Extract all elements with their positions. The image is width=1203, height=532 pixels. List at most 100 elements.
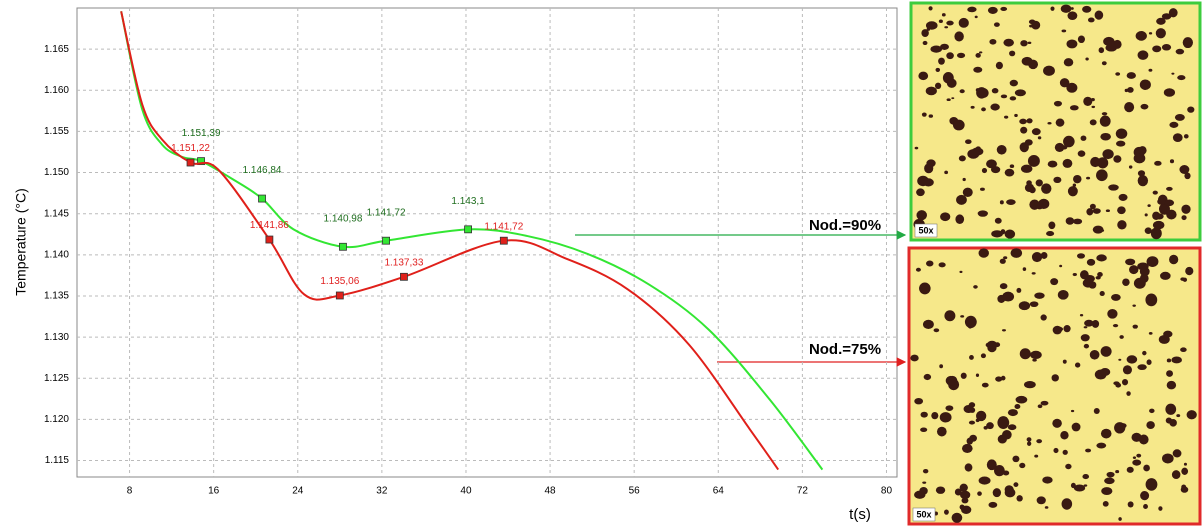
nodule <box>1083 96 1093 106</box>
nodule <box>1161 44 1172 51</box>
nodule <box>991 88 999 94</box>
nodule <box>959 490 971 500</box>
nodule <box>1042 476 1053 484</box>
nodule <box>1099 290 1105 297</box>
nodule <box>1144 227 1152 234</box>
nodule <box>1121 378 1129 386</box>
nodule <box>1147 204 1151 208</box>
nodule <box>1181 467 1189 475</box>
data-label: 1.140,98 <box>324 213 363 224</box>
nodule <box>964 463 973 472</box>
nodule <box>969 354 974 360</box>
scale-box <box>912 507 936 522</box>
nodule <box>1007 409 1018 417</box>
y-tick-label: 1.115 <box>45 455 70 466</box>
nodule <box>1000 375 1006 381</box>
nodule <box>916 210 927 221</box>
nodule <box>1161 13 1172 20</box>
nodule <box>938 262 946 268</box>
x-tick-label: 72 <box>797 486 809 497</box>
nodule <box>1019 118 1027 125</box>
nodule <box>1004 229 1016 239</box>
nodule <box>1000 94 1008 99</box>
nodule <box>1119 335 1124 339</box>
nodule <box>1016 495 1023 502</box>
nodule <box>944 26 949 29</box>
nodule <box>1063 135 1075 148</box>
nodule <box>1018 301 1031 311</box>
nodule <box>1137 50 1149 60</box>
nodule <box>1127 87 1134 93</box>
nodule <box>1105 209 1111 213</box>
nodule <box>1070 7 1074 10</box>
nodule <box>1135 31 1147 41</box>
nodule <box>1006 199 1016 206</box>
nodule <box>916 188 925 197</box>
nodule <box>1152 45 1162 53</box>
nodule <box>923 373 932 381</box>
nodule <box>968 402 976 408</box>
nodule <box>1145 478 1158 491</box>
nodule <box>961 443 973 454</box>
nodule <box>1090 156 1101 168</box>
nodule <box>1092 208 1101 214</box>
nodule <box>1100 132 1111 141</box>
nodule <box>1156 17 1166 25</box>
nodule <box>967 323 973 329</box>
nodule <box>1061 498 1073 510</box>
nodule <box>958 155 966 162</box>
nodule <box>1046 231 1055 237</box>
nodule <box>983 425 988 430</box>
nodule <box>1124 102 1135 113</box>
nodule <box>1122 365 1133 375</box>
nodule <box>1102 149 1114 160</box>
data-label: 1.151,22 <box>171 143 210 154</box>
nodule <box>977 210 988 217</box>
nodule <box>962 177 966 182</box>
nodule <box>952 119 965 131</box>
nodule <box>1137 175 1149 187</box>
nodule <box>974 15 978 19</box>
y-tick-label: 1.155 <box>44 126 69 137</box>
nodule <box>1086 176 1091 180</box>
nodule <box>1143 504 1148 510</box>
nodule <box>973 285 978 289</box>
nodule <box>986 159 997 169</box>
nodule <box>1132 304 1136 307</box>
nodule <box>954 31 964 42</box>
data-label: 1.137,33 <box>384 257 423 268</box>
nodule <box>958 17 969 28</box>
nodule <box>1148 68 1153 72</box>
nodule <box>915 267 921 272</box>
nodule <box>1065 217 1075 225</box>
nodule <box>995 376 1003 382</box>
nodule <box>1095 276 1101 280</box>
nodule <box>1171 470 1181 480</box>
nodule <box>1083 326 1088 329</box>
nodule <box>1030 350 1042 360</box>
nodule <box>970 105 975 109</box>
nodule <box>1063 324 1071 333</box>
nodule <box>1155 28 1166 39</box>
nodule <box>1009 79 1018 87</box>
y-tick-label: 1.120 <box>44 414 69 425</box>
y-tick-label: 1.140 <box>44 249 69 260</box>
nodule <box>941 13 946 17</box>
nodule <box>1115 72 1121 76</box>
nodule <box>925 21 938 30</box>
nodule <box>1069 105 1079 111</box>
nodule <box>1010 248 1023 258</box>
nodule <box>978 476 991 485</box>
nodule <box>1034 454 1039 458</box>
nodule <box>1082 474 1090 480</box>
nodule <box>951 512 963 523</box>
nodule <box>1083 484 1088 487</box>
nodule <box>960 315 965 318</box>
nodule <box>921 112 927 117</box>
nodule <box>1000 6 1008 11</box>
annotation: Nod.=90% <box>809 217 881 234</box>
nodule <box>1077 150 1086 157</box>
nodule <box>1164 199 1175 207</box>
nodule <box>1073 218 1083 225</box>
nodule <box>946 20 954 26</box>
